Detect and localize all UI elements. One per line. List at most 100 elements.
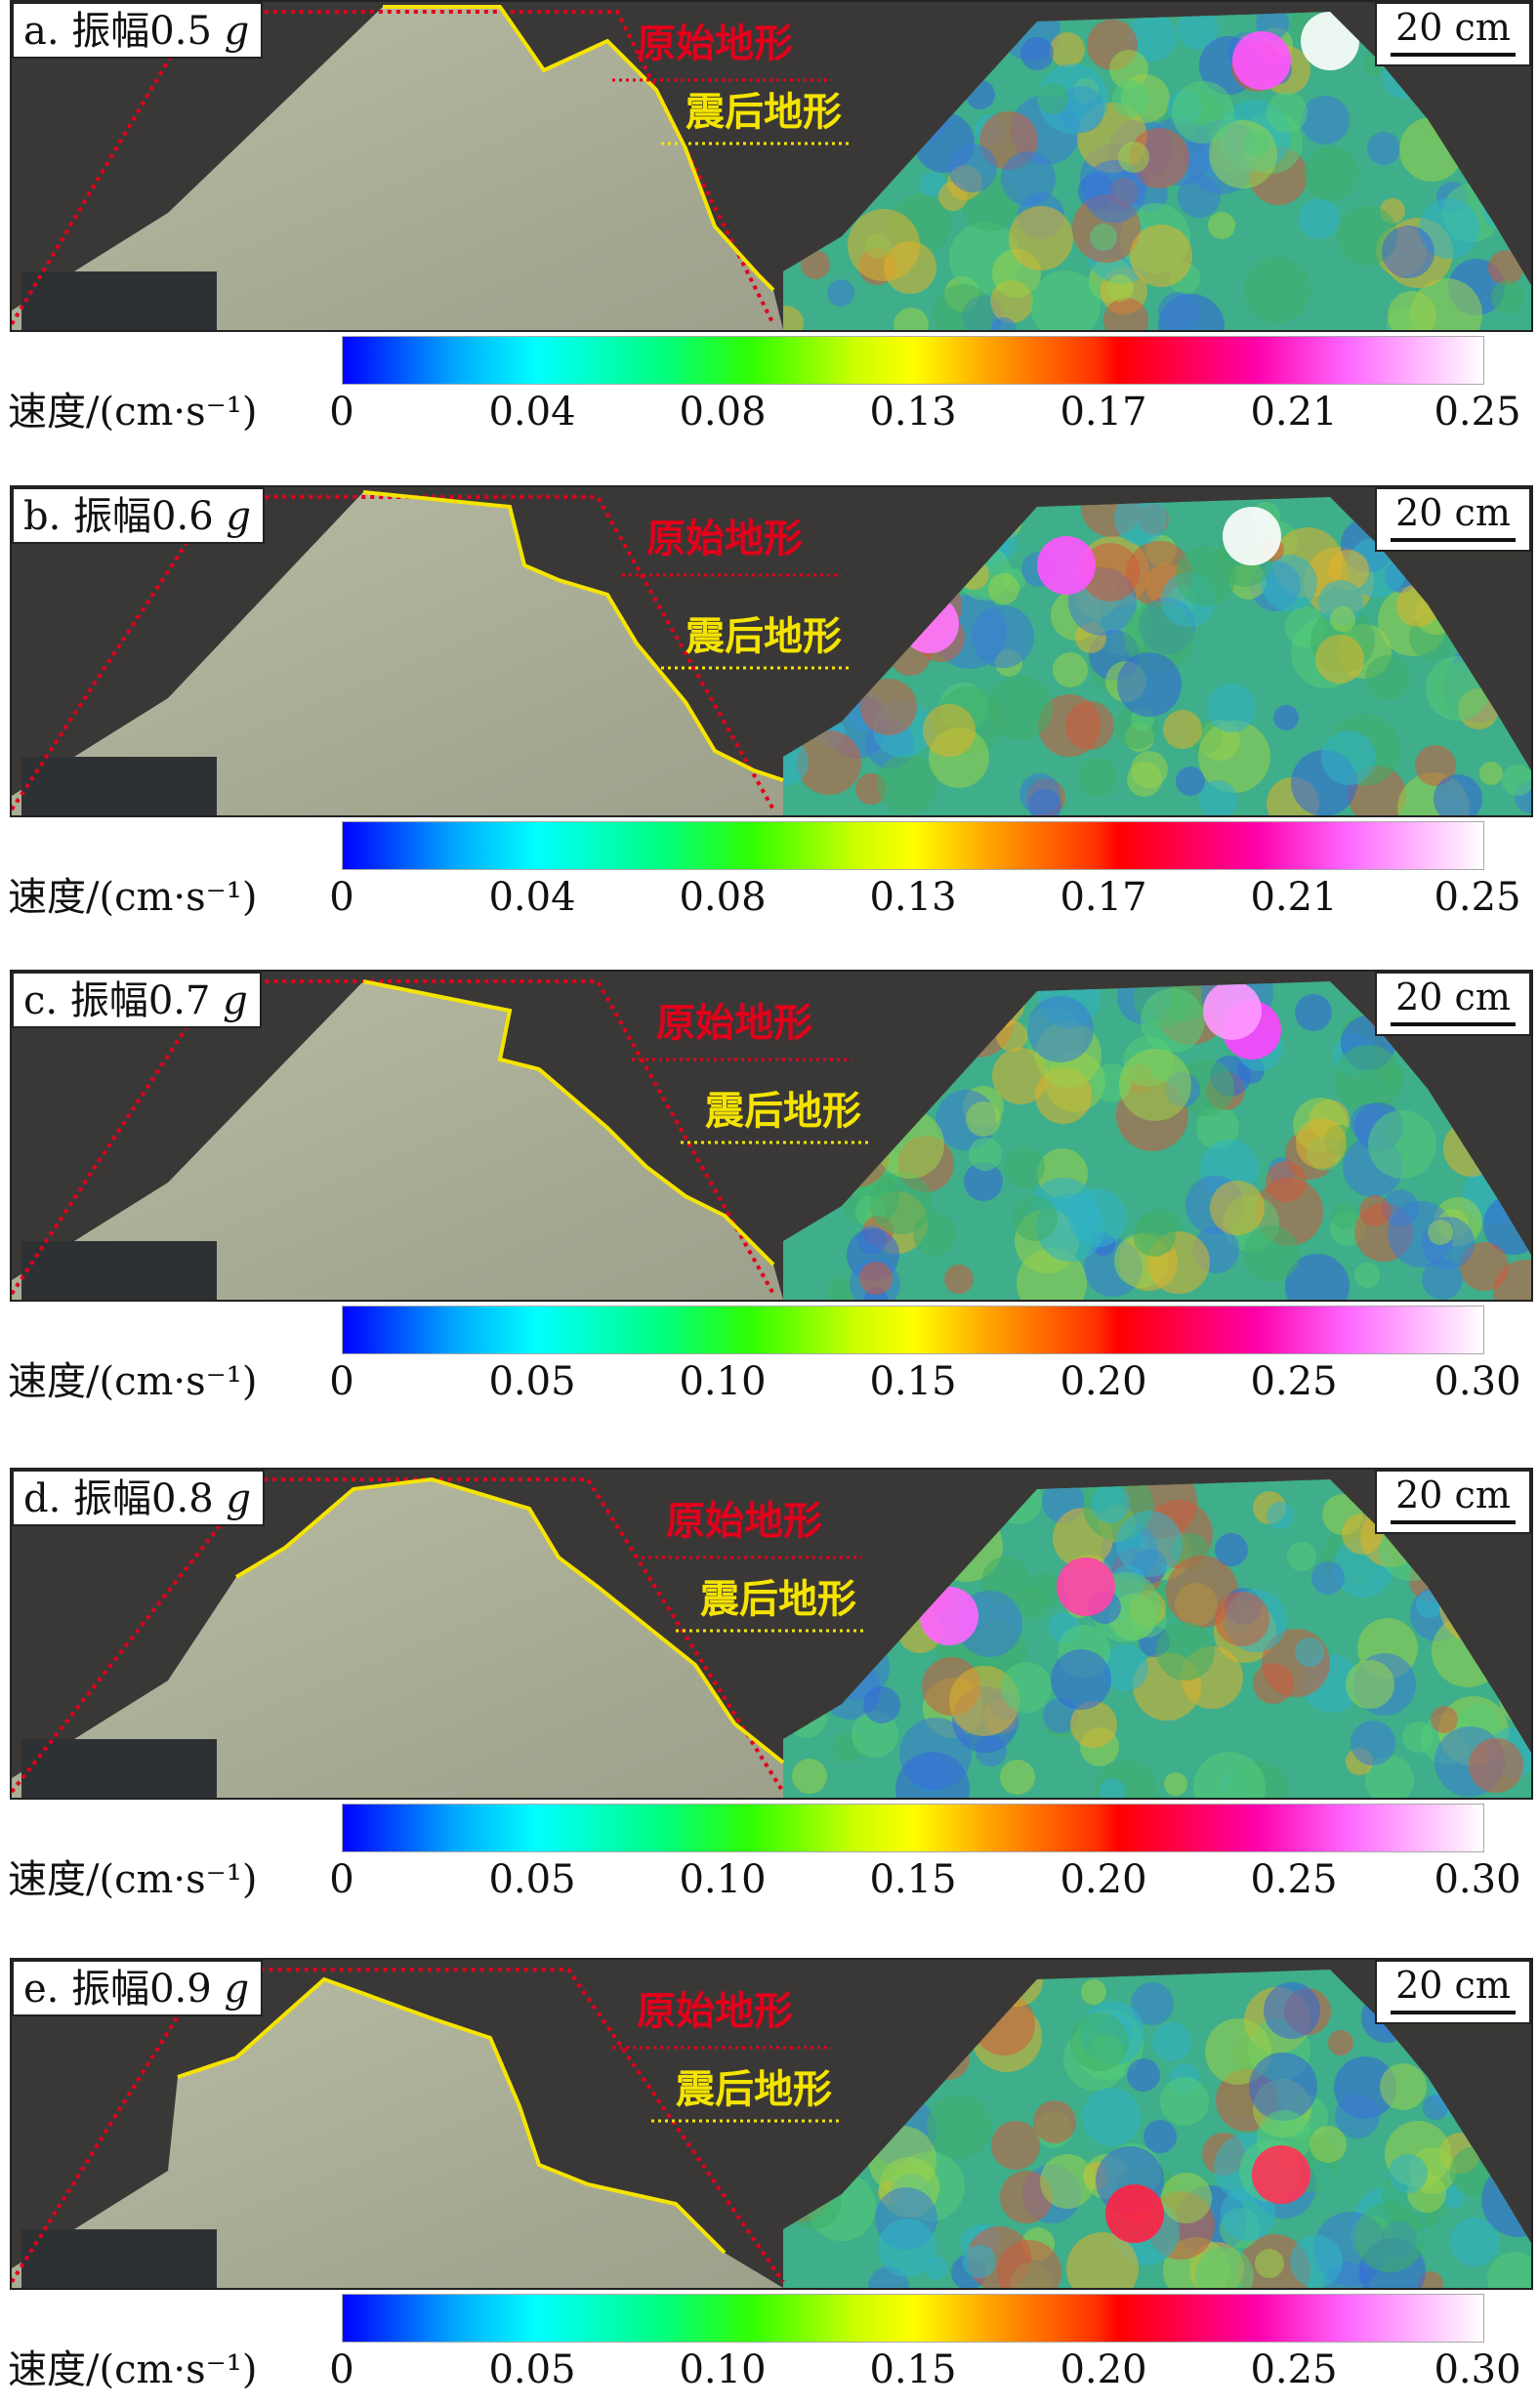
colorbar-tick: 0.15	[869, 1359, 957, 1404]
colorbar-tick: 0.25	[1250, 1359, 1338, 1404]
piv-image: d. 振幅0.8 g 20 cm 原始地形 震后地形	[10, 1468, 1533, 1800]
scale-bar: 20 cm	[1375, 2, 1531, 66]
piv-image: b. 振幅0.6 g 20 cm 原始地形震后地形	[10, 485, 1533, 817]
colorbar-title: 速度/(cm·s⁻¹)	[8, 1856, 257, 1903]
colorbar-tick: 0.21	[1250, 390, 1338, 435]
colorbar-title-unit: (cm·s⁻¹)	[99, 2347, 258, 2392]
post-quake-terrain-line	[383, 5, 775, 292]
slope-model	[12, 492, 783, 815]
velocity-colorbar	[342, 1306, 1484, 1354]
post-quake-terrain-label: 震后地形	[676, 2067, 832, 2112]
panel-label-prefix: d. 振幅0.8	[23, 1476, 227, 1521]
colorbar-title-text: 速度/	[8, 1857, 100, 1902]
velocity-colorbar	[342, 821, 1484, 870]
original-terrain-line	[12, 10, 775, 326]
colorbar-tick: 0.20	[1060, 1359, 1147, 1404]
post-quake-terrain-label: 震后地形	[700, 1577, 856, 1622]
scale-bar: 20 cm	[1375, 1470, 1531, 1534]
colorbar-tick: 0.25	[1250, 1857, 1338, 1902]
panel-label: d. 振幅0.8 g	[12, 1470, 265, 1526]
panel-label-prefix: b. 振幅0.6	[23, 494, 227, 539]
piv-image: e. 振幅0.9 g 20 cm 原始地形震后地形	[10, 1958, 1533, 2290]
colorbar-tick: 0.10	[679, 1359, 767, 1404]
scale-bar-line	[1391, 1520, 1516, 1524]
post-quake-terrain-line	[234, 1476, 785, 1764]
colorbar-title-text: 速度/	[8, 875, 100, 920]
colorbar-title-unit: (cm·s⁻¹)	[99, 1359, 258, 1404]
panel-label-prefix: a. 振幅0.5	[23, 9, 225, 54]
post-quake-terrain-line	[362, 490, 784, 782]
panel-label-unit: g	[226, 1476, 251, 1521]
colorbar-title-unit: (cm·s⁻¹)	[99, 390, 258, 435]
colorbar-tick: 0.17	[1060, 875, 1147, 920]
colorbar-tick: 0.13	[869, 390, 957, 435]
original-terrain-line	[12, 979, 775, 1296]
panel-label-prefix: c. 振幅0.7	[23, 978, 224, 1023]
scale-bar-label: 20 cm	[1395, 1474, 1511, 1516]
scale-bar-line	[1391, 53, 1516, 57]
colorbar-tick: 0.30	[1434, 1359, 1521, 1404]
velocity-colorbar	[342, 1804, 1484, 1852]
panel-label: b. 振幅0.6 g	[12, 487, 265, 544]
colorbar-tick: 0	[329, 875, 354, 920]
colorbar-tick: 0.30	[1434, 2347, 1521, 2392]
slope-model	[12, 1979, 783, 2288]
base-block	[21, 2229, 217, 2288]
panel-label-unit: g	[224, 9, 250, 54]
colorbar-tick: 0.10	[679, 1857, 767, 1902]
colorbar-title: 速度/(cm·s⁻¹)	[8, 874, 257, 921]
colorbar-title-text: 速度/	[8, 2347, 100, 2392]
colorbar-tick: 0	[329, 390, 354, 435]
scale-bar-label: 20 cm	[1395, 976, 1511, 1018]
colorbar-tick: 0.20	[1060, 2347, 1147, 2392]
post-quake-terrain-line	[362, 979, 775, 1266]
original-terrain-label: 原始地形	[637, 1989, 793, 2034]
scale-bar: 20 cm	[1375, 972, 1531, 1036]
base-block	[21, 271, 217, 330]
panel-label-unit: g	[224, 1967, 250, 2012]
colorbar-tick: 0.25	[1434, 875, 1521, 920]
piv-image: c. 振幅0.7 g 20 cm 原始地形震后地形	[10, 970, 1533, 1302]
panel-label-prefix: e. 振幅0.9	[23, 1967, 225, 2012]
colorbar-tick: 0.15	[869, 2347, 957, 2392]
piv-image: a. 振幅0.5 g 20 cm 原始地形 震后地形	[10, 0, 1533, 332]
panel-label-unit: g	[226, 494, 251, 539]
post-quake-terrain-label: 震后地形	[686, 90, 842, 135]
colorbar-tick: 0.04	[488, 875, 576, 920]
scale-bar-label: 20 cm	[1395, 1964, 1511, 2007]
scale-bar-line	[1391, 2011, 1516, 2014]
colorbar-tick: 0.08	[679, 390, 767, 435]
post-quake-terrain-label: 震后地形	[705, 1089, 861, 1134]
slope-model	[12, 981, 783, 1300]
colorbar-title: 速度/(cm·s⁻¹)	[8, 2346, 257, 2393]
colorbar-tick: 0	[329, 2347, 354, 2392]
colorbar-tick: 0.25	[1250, 2347, 1338, 2392]
slope-model	[12, 1479, 783, 1798]
scale-bar: 20 cm	[1375, 487, 1531, 552]
colorbar-tick: 0	[329, 1359, 354, 1404]
colorbar-title-text: 速度/	[8, 390, 100, 435]
slope-model	[12, 7, 783, 330]
colorbar-tick: 0.08	[679, 875, 767, 920]
original-terrain-label: 原始地形	[656, 1001, 812, 1046]
original-terrain-label: 原始地形	[646, 517, 803, 561]
colorbar-tick: 0.05	[488, 1857, 576, 1902]
colorbar-title: 速度/(cm·s⁻¹)	[8, 1358, 257, 1405]
velocity-colorbar	[342, 2294, 1484, 2343]
colorbar-tick: 0.10	[679, 2347, 767, 2392]
colorbar-title: 速度/(cm·s⁻¹)	[8, 389, 257, 436]
colorbar-tick: 0.05	[488, 1359, 576, 1404]
panel-label: c. 振幅0.7 g	[12, 972, 262, 1028]
panel-label-unit: g	[223, 978, 248, 1023]
scale-bar: 20 cm	[1375, 1960, 1531, 2024]
colorbar-title-unit: (cm·s⁻¹)	[99, 875, 258, 920]
colorbar-tick: 0	[329, 1857, 354, 1902]
post-quake-terrain-label: 震后地形	[686, 614, 842, 659]
panel-label: a. 振幅0.5 g	[12, 2, 264, 59]
colorbar-tick: 0.25	[1434, 390, 1521, 435]
scale-bar-label: 20 cm	[1395, 491, 1511, 534]
scale-bar-label: 20 cm	[1395, 6, 1511, 49]
base-block	[21, 1739, 217, 1798]
colorbar-tick: 0.04	[488, 390, 576, 435]
colorbar-tick: 0.17	[1060, 390, 1147, 435]
